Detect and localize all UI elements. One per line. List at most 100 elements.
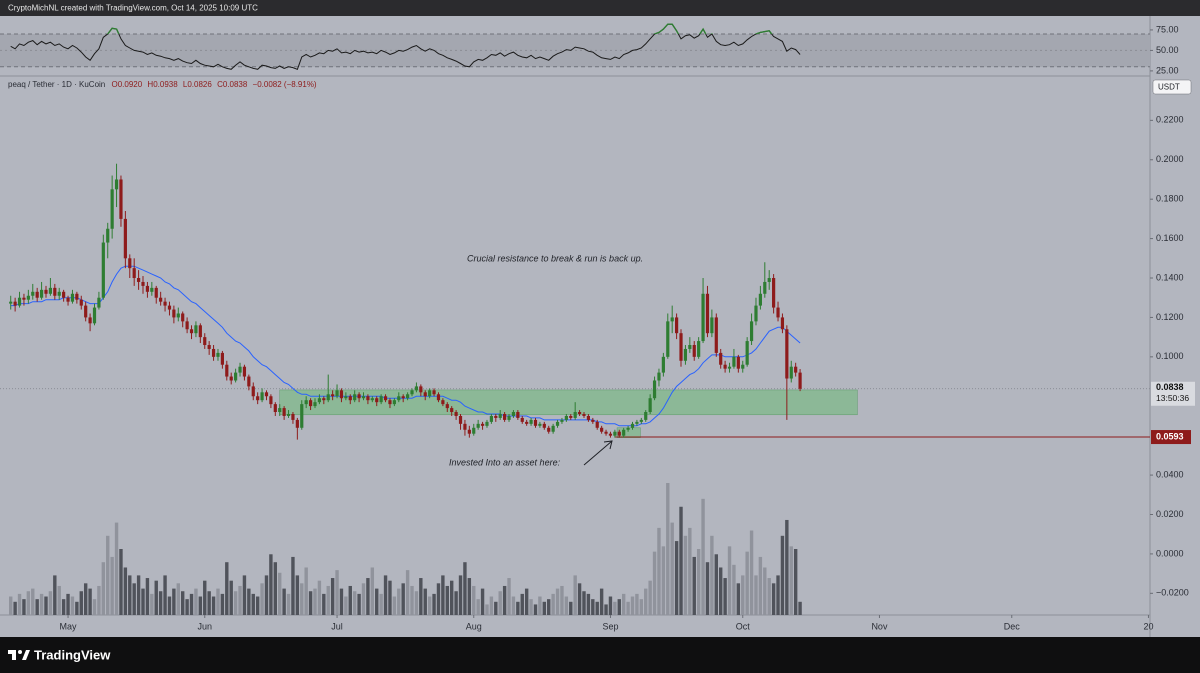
candle-body — [326, 394, 330, 401]
rsi-tick-label: 75.00 — [1156, 24, 1179, 34]
candle-body — [432, 390, 436, 395]
volume-bar — [397, 588, 401, 615]
candle-body — [220, 352, 224, 365]
volume-bar — [317, 580, 322, 615]
candle-body — [251, 386, 255, 397]
candle-body — [754, 305, 758, 322]
volume-bar — [436, 583, 441, 615]
candle-body — [308, 400, 313, 407]
volume-bar — [79, 591, 83, 615]
candle-body — [62, 291, 66, 298]
candle-body — [652, 380, 657, 399]
volume-bar — [180, 591, 185, 615]
volume-bar — [427, 596, 432, 615]
volume-bar — [485, 604, 489, 615]
candle-body — [79, 299, 83, 306]
candle-body — [44, 289, 48, 294]
volume-bar — [35, 599, 39, 615]
volume-bar — [555, 588, 560, 615]
currency-badge[interactable] — [1152, 79, 1192, 95]
volume-bar — [405, 570, 410, 615]
volume-bar — [31, 588, 35, 615]
candle-body — [66, 297, 70, 302]
volume-bar — [419, 578, 423, 615]
volume-bar — [344, 596, 348, 615]
volume-bar — [313, 588, 317, 615]
candle-body — [123, 218, 127, 259]
candle-body — [794, 366, 798, 373]
volume-bar — [582, 591, 586, 615]
y-tick-label: 0.0000 — [1156, 548, 1184, 558]
candle-body — [780, 317, 785, 330]
volume-bar — [322, 593, 326, 615]
candle-body — [560, 419, 564, 422]
volume-bar — [172, 588, 176, 615]
volume-bar — [608, 596, 613, 615]
candle-body — [211, 348, 216, 357]
legend-open: O0.0920 — [111, 80, 142, 89]
candle-body — [159, 297, 163, 302]
volume-bar — [282, 588, 286, 615]
candle-body — [370, 398, 374, 401]
rsi-tick-label: 25.00 — [1156, 65, 1179, 75]
volume-bar — [674, 541, 679, 615]
candle-body — [137, 278, 141, 282]
candle-body — [688, 345, 692, 349]
volume-bar — [586, 593, 591, 615]
candle-body — [194, 325, 198, 334]
volume-bar — [533, 604, 538, 615]
candle-body — [445, 404, 449, 409]
candle-body — [472, 427, 476, 434]
candle-body — [379, 396, 383, 403]
candle-body — [485, 421, 489, 426]
candle-body — [785, 329, 789, 379]
candle-body — [436, 394, 441, 401]
y-tick-label: 0.0400 — [1156, 469, 1184, 479]
x-tick-label: Sep — [602, 621, 618, 631]
volume-bar — [472, 585, 476, 615]
candle-body — [273, 404, 277, 413]
legend-high: H0.0938 — [147, 80, 178, 89]
logo-slash — [22, 650, 30, 660]
volume-bar — [330, 578, 335, 615]
candle-body — [295, 419, 299, 428]
volume-bar — [304, 567, 308, 615]
axes: 75.00 50.00 25.00 0.2200 0.2000 0.1800 0.1600 0… — [60, 24, 1195, 631]
volume-bar — [692, 556, 696, 615]
volume-bar — [167, 596, 172, 615]
candle-body — [494, 415, 498, 418]
volume-bar — [348, 585, 352, 615]
candle-body — [423, 392, 427, 397]
candle-body — [507, 415, 511, 420]
volume-bar — [48, 591, 53, 615]
candle-body — [419, 386, 423, 393]
volume-bar — [780, 535, 785, 615]
footer-bar — [0, 637, 1200, 673]
candle-body — [335, 390, 339, 397]
volume-bar — [278, 572, 282, 615]
candle-body — [269, 396, 273, 405]
candle-body — [88, 317, 92, 324]
candle-body — [573, 412, 577, 418]
candle-body — [723, 364, 727, 369]
candle-body — [675, 317, 679, 334]
candle-body — [225, 364, 229, 377]
candle-body — [600, 427, 604, 432]
candle-body — [154, 287, 158, 298]
candle-body — [17, 297, 22, 306]
candle-body — [53, 287, 57, 296]
candle-body — [776, 307, 780, 318]
volume-bar — [476, 599, 480, 615]
volume-bar — [705, 562, 710, 615]
candle-body — [185, 321, 189, 330]
candle-body — [317, 398, 322, 403]
volume-bar — [66, 593, 70, 615]
candle-body — [595, 421, 599, 428]
candle-body — [203, 337, 207, 346]
volume-bar — [524, 588, 529, 615]
volume-bar — [458, 575, 463, 615]
volume-bar — [621, 593, 626, 615]
candle-body — [564, 415, 568, 420]
candle-body — [331, 394, 335, 397]
volume-bar — [648, 580, 652, 615]
